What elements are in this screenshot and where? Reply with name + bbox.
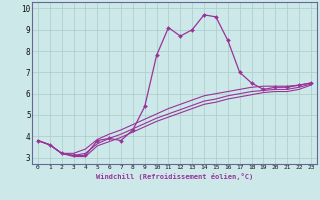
X-axis label: Windchill (Refroidissement éolien,°C): Windchill (Refroidissement éolien,°C) (96, 173, 253, 180)
